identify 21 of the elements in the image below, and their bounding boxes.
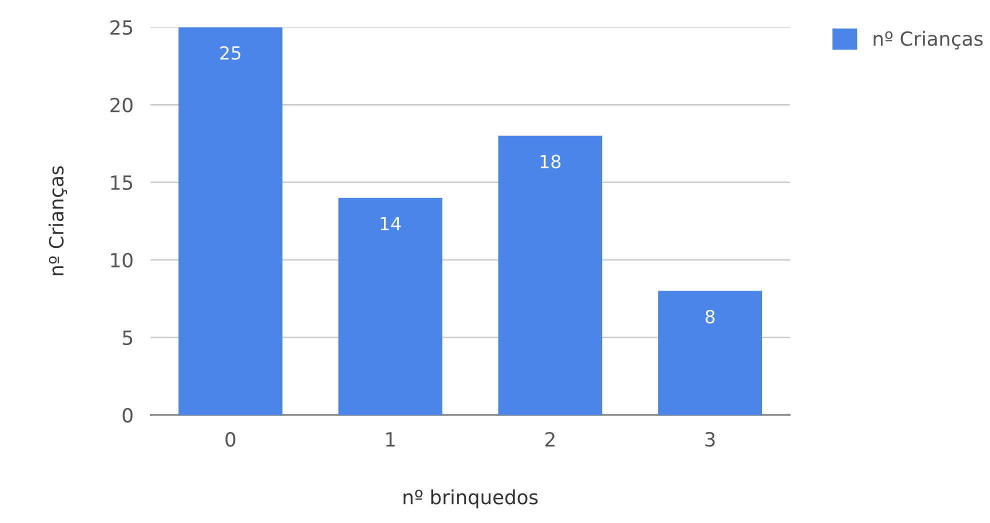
x-tick-label: 3	[705, 432, 715, 447]
y-tick-label: 20	[110, 98, 133, 112]
y-tick-label: 15	[111, 176, 132, 190]
bar	[498, 136, 602, 415]
y-tick-label: 5	[122, 330, 132, 346]
data-label: 8	[706, 310, 715, 324]
data-label: 18	[540, 154, 560, 168]
x-axis-title: nº brinquedos	[404, 489, 538, 508]
x-tick-label: 2	[545, 432, 554, 446]
data-label: 14	[380, 217, 401, 230]
x-tick-label: 1	[386, 432, 395, 446]
y-axis-title: nº Crianças	[48, 166, 68, 276]
bar	[658, 290, 762, 415]
data-label: 25	[220, 46, 240, 60]
x-tick-label: 0	[226, 432, 236, 447]
y-tick-label: 0	[122, 408, 133, 423]
bar	[338, 198, 442, 415]
y-tick-label: 25	[110, 20, 132, 35]
y-tick-label: 10	[111, 252, 133, 268]
bar	[178, 27, 282, 415]
legend-label: nº Crianças	[874, 30, 983, 50]
